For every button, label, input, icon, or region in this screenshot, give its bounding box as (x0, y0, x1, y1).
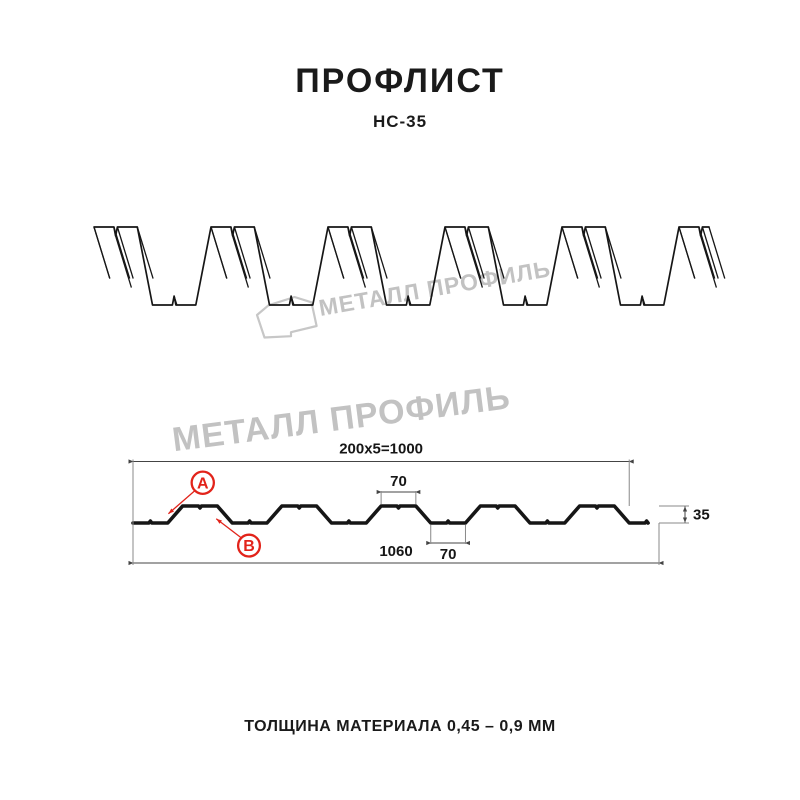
svg-text:70: 70 (440, 546, 457, 563)
svg-text:200x5=1000: 200x5=1000 (339, 441, 423, 458)
svg-text:1060: 1060 (379, 543, 412, 560)
svg-text:70: 70 (390, 473, 407, 490)
svg-text:B: B (243, 538, 255, 555)
svg-text:35: 35 (693, 507, 710, 524)
svg-text:A: A (197, 475, 209, 492)
